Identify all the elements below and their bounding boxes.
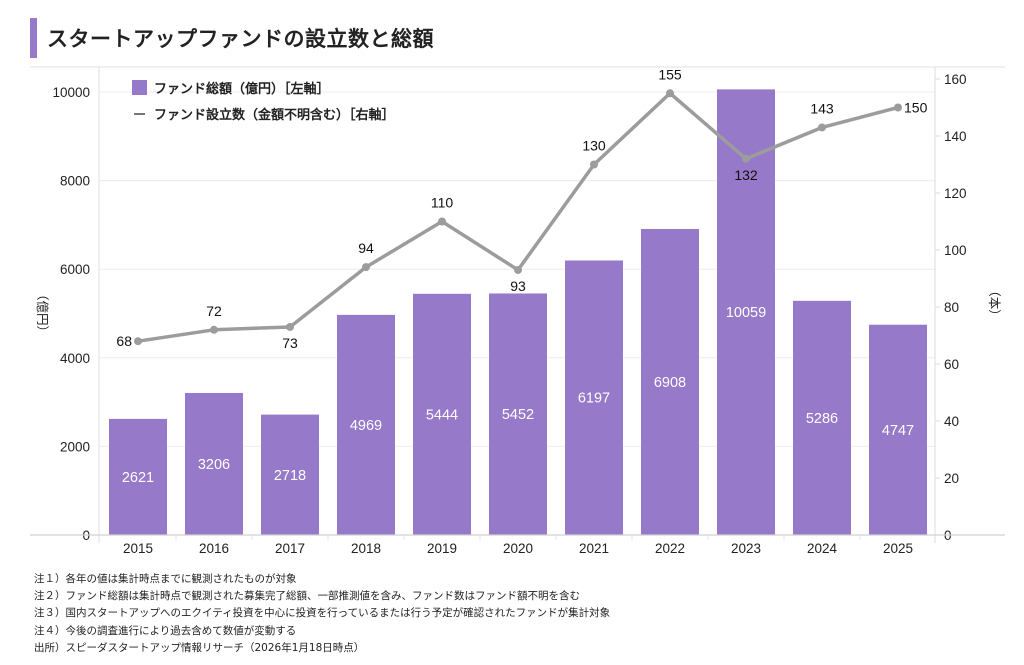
right-axis-tick-label: 140	[944, 129, 967, 144]
line-point	[286, 322, 294, 331]
x-axis-tick-label: 2017	[275, 541, 305, 556]
footnote: 注３）国内スタートアップへのエクイティ投資を中心に投資を行っているまたは行う予定…	[34, 607, 611, 620]
line-layer	[134, 89, 902, 346]
line-value-label: 150	[904, 100, 928, 116]
labels-layer: 2621 3206 2718 4969 5444 5452 6197 6908 10059 528…	[116, 66, 927, 486]
right-axis-tick-label: 160	[944, 72, 967, 87]
line-point	[742, 154, 750, 163]
legend-bar-swatch	[132, 80, 147, 95]
source-note: 出所）スピーダスタートアップ情報リサーチ（2026年1月18日時点）	[34, 641, 365, 654]
x-axis-tick-label: 2015	[123, 541, 153, 556]
bar	[641, 228, 699, 536]
footnote: 注４）今後の調査進行により過去含めて数値が変動する	[34, 624, 297, 637]
x-axis-tick-label: 2018	[351, 541, 381, 556]
title-block: スタートアップファンドの設立数と総額	[30, 18, 434, 58]
bar	[565, 260, 623, 535]
right-axis-tick-label: 40	[944, 414, 959, 429]
bar-value-label: 4747	[882, 423, 914, 439]
bar-value-label: 5286	[806, 411, 838, 427]
left-axis-tick-label: 2000	[60, 439, 90, 454]
right-axis-title: （本）	[987, 284, 1002, 322]
bar	[717, 89, 775, 536]
bar	[109, 418, 167, 535]
x-axis-tick-label: 2016	[199, 541, 229, 556]
line-point	[362, 263, 370, 272]
bar-value-label: 4969	[350, 418, 382, 434]
footnotes: 注１）各年の値は集計時点までに観測されたものが対象 注２）ファンド総額は集計時点…	[34, 571, 610, 657]
bar-value-label: 6197	[578, 391, 610, 407]
legend: ファンド総額（億円）［左軸］ ファンド設立数（金額不明含む）［右軸］	[132, 80, 395, 123]
line-value-label: 130	[582, 138, 606, 154]
right-axis-tick-label: 100	[944, 243, 967, 258]
axes-layer: 0200040006000800010000020406080100120140…	[30, 67, 1005, 556]
bar-value-label: 10059	[726, 305, 766, 321]
bar-value-label: 2621	[122, 470, 154, 486]
left-axis-tick-label: 6000	[60, 262, 90, 277]
x-axis-tick-label: 2021	[579, 541, 609, 556]
right-axis-tick-label: 20	[944, 471, 959, 486]
x-axis-tick-label: 2024	[807, 541, 838, 556]
bars-layer	[109, 89, 927, 536]
line-point	[210, 325, 218, 334]
legend-bar-label: ファンド総額（億円）［左軸］	[154, 81, 330, 97]
title-accent-bar	[30, 18, 37, 58]
line-value-label: 73	[282, 335, 298, 351]
x-axis-tick-label: 2025	[883, 541, 913, 556]
line-value-label: 94	[358, 240, 374, 256]
bar-value-label: 2718	[274, 468, 306, 484]
bar	[337, 314, 395, 535]
page-title: スタートアップファンドの設立数と総額	[47, 27, 434, 51]
bar	[261, 414, 319, 535]
line-value-label: 132	[734, 167, 758, 183]
left-axis-tick-label: 10000	[52, 85, 90, 100]
line-point	[438, 217, 446, 226]
legend-line-label: ファンド設立数（金額不明含む）［右軸］	[154, 107, 395, 123]
x-axis-tick-label: 2022	[655, 541, 685, 556]
right-axis-tick-label: 80	[944, 300, 959, 315]
bar	[489, 293, 547, 535]
bar-value-label: 5444	[426, 407, 458, 423]
x-axis-tick-label: 2023	[731, 541, 761, 556]
footnote: 注１）各年の値は集計時点までに観測されたものが対象	[34, 573, 297, 585]
line-point	[818, 123, 826, 132]
bar	[869, 324, 927, 535]
line-value-label: 93	[510, 278, 526, 294]
bar	[413, 293, 471, 535]
line-value-label: 155	[658, 66, 682, 82]
x-axis-tick-label: 2019	[427, 541, 457, 556]
line-point	[134, 337, 142, 346]
bar-value-label: 3206	[198, 457, 230, 473]
left-axis-tick-label: 4000	[60, 351, 90, 366]
line-value-label: 110	[431, 195, 454, 211]
line-value-label: 72	[206, 303, 222, 319]
line-point	[590, 160, 598, 169]
line-point	[894, 103, 902, 112]
left-axis-title: （億円）	[35, 288, 50, 338]
x-axis-tick-label: 2020	[503, 541, 533, 556]
line-point	[666, 89, 674, 98]
bar-value-label: 6908	[654, 375, 686, 391]
bar-value-label: 5452	[502, 407, 534, 423]
left-axis-tick-label: 8000	[60, 174, 90, 189]
right-axis-tick-label: 60	[944, 357, 959, 372]
right-axis-tick-label: 120	[944, 186, 967, 201]
line-point	[514, 265, 522, 274]
bar	[793, 300, 851, 535]
line-value-label: 68	[116, 333, 132, 349]
bar	[185, 392, 243, 535]
footnote: 注２）ファンド総額は集計時点で観測された募集完了総額、一部推測値を含み、ファンド…	[34, 590, 580, 603]
line-value-label: 143	[810, 100, 834, 116]
